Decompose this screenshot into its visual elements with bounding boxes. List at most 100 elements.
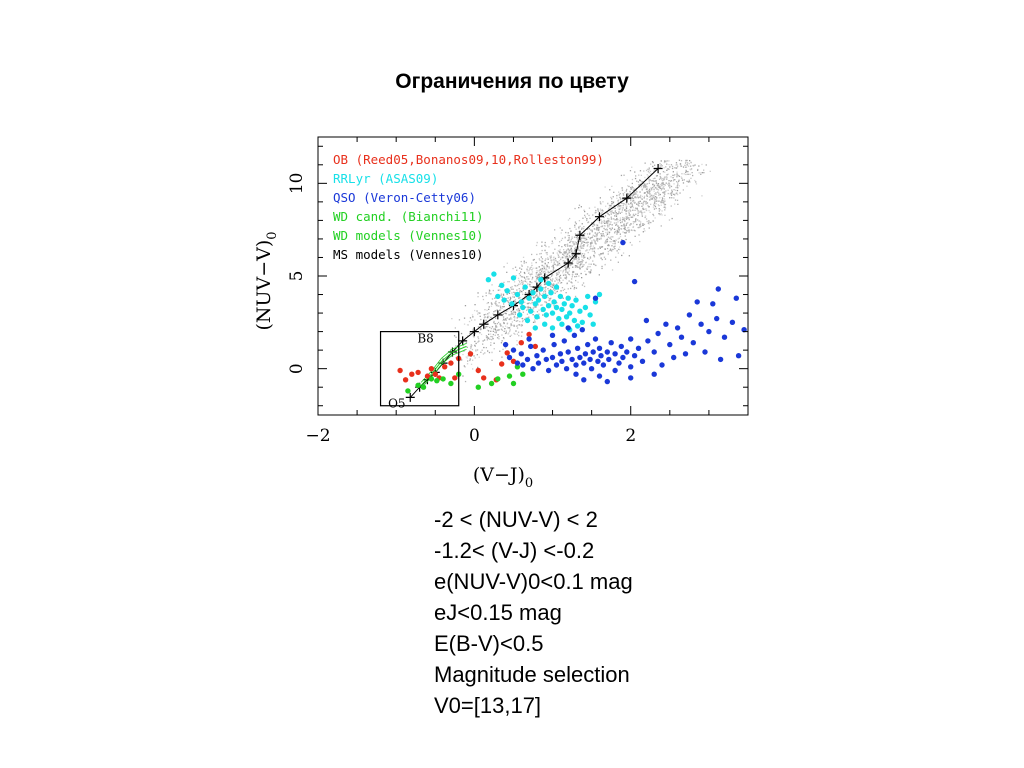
field-star-point: [568, 256, 570, 258]
field-star-point: [521, 321, 524, 323]
field-star-point: [485, 326, 487, 328]
field-star-point: [546, 252, 548, 254]
field-star-point: [619, 246, 621, 248]
field-star-point: [639, 170, 642, 172]
field-star-point: [588, 214, 590, 217]
field-star-point: [463, 317, 466, 319]
field-star-point: [601, 246, 604, 248]
field-star-point: [562, 253, 565, 256]
field-star-point: [580, 272, 582, 275]
field-star-point: [537, 276, 539, 278]
field-star-point: [515, 330, 517, 332]
field-star-point: [670, 205, 672, 207]
field-star-point: [619, 248, 621, 251]
data-point: [618, 343, 624, 350]
field-star-point: [638, 234, 640, 236]
field-star-point: [615, 222, 618, 224]
field-star-point: [560, 282, 563, 284]
field-star-point: [632, 209, 634, 211]
field-star-point: [576, 273, 578, 275]
field-star-point: [671, 190, 673, 193]
field-star-point: [531, 273, 533, 275]
field-star-point: [648, 178, 650, 180]
field-star-point: [490, 330, 492, 332]
field-star-point: [689, 197, 691, 199]
field-star-point: [492, 333, 494, 336]
field-star-point: [610, 218, 613, 220]
field-star-point: [669, 187, 671, 189]
field-star-point: [551, 265, 553, 268]
field-star-point: [486, 338, 489, 340]
field-star-point: [664, 214, 666, 216]
field-star-point: [530, 302, 532, 305]
field-star-point: [604, 225, 606, 227]
field-star-point: [518, 288, 520, 290]
field-star-point: [531, 301, 533, 304]
field-star-point: [631, 197, 634, 200]
field-star-point: [616, 218, 618, 220]
field-star-point: [583, 257, 585, 259]
field-star-point: [522, 256, 525, 258]
data-point: [556, 315, 562, 322]
field-star-point: [535, 273, 537, 275]
field-star-point: [488, 308, 490, 310]
legend-entry: WD models (Vennes10): [333, 228, 484, 243]
field-star-point: [462, 353, 464, 356]
field-star-point: [520, 260, 522, 263]
field-star-point: [540, 273, 542, 275]
field-star-point: [637, 219, 639, 221]
field-star-point: [526, 268, 528, 270]
field-star-point: [642, 211, 644, 214]
field-star-point: [641, 195, 643, 198]
field-star-point: [640, 181, 643, 183]
field-star-point: [672, 171, 674, 173]
field-star-point: [574, 207, 576, 210]
field-star-point: [604, 258, 607, 260]
field-star-point: [549, 255, 551, 257]
field-star-point: [527, 293, 529, 295]
field-star-point: [666, 176, 668, 179]
field-star-point: [617, 206, 619, 208]
series-3: [405, 364, 526, 394]
field-star-point: [628, 212, 630, 214]
data-point: [702, 349, 708, 355]
field-star-point: [631, 229, 633, 232]
field-star-point: [677, 184, 679, 186]
field-star-point: [598, 213, 600, 216]
field-star-point: [651, 194, 653, 196]
field-star-point: [625, 207, 628, 210]
field-star-point: [504, 312, 506, 314]
field-star-point: [572, 270, 574, 273]
field-star-point: [572, 241, 574, 243]
field-star-point: [495, 330, 497, 333]
field-star-point: [564, 266, 567, 268]
field-star-point: [599, 237, 601, 240]
field-star-point: [537, 296, 539, 298]
field-star-point: [509, 307, 511, 310]
field-star-point: [657, 184, 659, 186]
data-point: [475, 367, 481, 374]
field-star-point: [556, 283, 558, 285]
model-point-marker: [594, 212, 604, 222]
field-star-point: [642, 224, 644, 226]
field-star-point: [625, 218, 628, 220]
field-star-point: [542, 269, 544, 271]
field-star-point: [503, 330, 505, 332]
field-star-point: [529, 289, 531, 291]
field-star-point: [513, 319, 516, 321]
field-star-point: [606, 224, 609, 227]
y-tick-label: 0: [287, 363, 307, 374]
field-star-point: [556, 272, 558, 274]
field-star-point: [577, 266, 579, 268]
field-star-point: [639, 179, 641, 181]
field-star-point: [497, 329, 499, 332]
data-point: [514, 364, 521, 370]
field-star-point: [632, 194, 635, 196]
model-point-marker: [493, 310, 503, 320]
data-point: [532, 301, 538, 307]
field-star-point: [652, 180, 654, 182]
field-star-point: [625, 210, 627, 213]
field-star-point: [628, 231, 630, 233]
field-star-point: [537, 274, 539, 276]
data-point: [733, 295, 739, 301]
